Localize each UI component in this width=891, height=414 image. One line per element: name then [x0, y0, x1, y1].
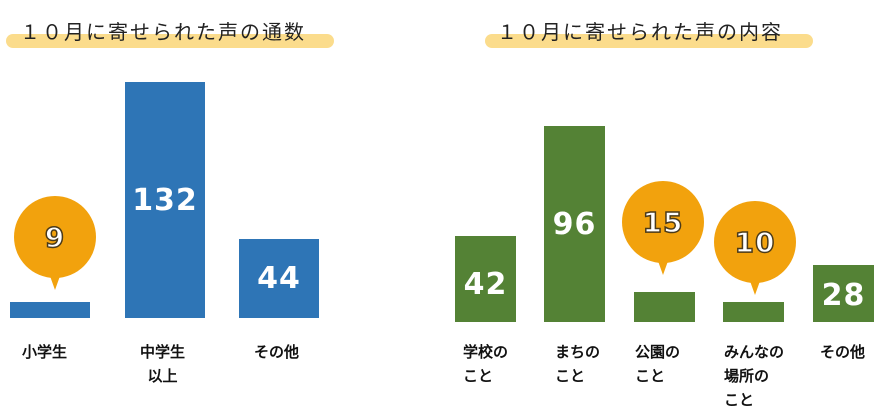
bar-park	[634, 292, 695, 322]
category-label: その他	[254, 343, 300, 361]
left-chart-title: １０月に寄せられた声の通数	[20, 20, 306, 44]
right-title-highlight	[485, 34, 813, 48]
value-bubble-elementary: 9	[14, 196, 96, 278]
bar-everyones-places	[723, 302, 784, 322]
category-label: 学校の こと	[463, 343, 509, 385]
right-chart: １０月に寄せられた声の内容 42 学校の こと 96 まちの こと 15 公園の…	[445, 0, 891, 414]
bubble-tail	[658, 261, 668, 275]
bar-value: 44	[257, 261, 301, 296]
bar-other-content: 28	[813, 265, 874, 322]
bar-value: 42	[463, 266, 508, 302]
left-title-highlight	[6, 34, 334, 48]
bar-other: 44	[239, 239, 319, 318]
category-label: みんなの 場所の こと	[724, 343, 785, 409]
bar-value-elementary: 9	[44, 220, 66, 255]
category-label: 公園の こと	[635, 343, 681, 385]
value-bubble-everyones-places: 10	[714, 201, 796, 283]
bar-value-everyones-places: 10	[734, 225, 776, 260]
bubble-tail	[50, 276, 60, 290]
category-label: まちの こと	[555, 343, 601, 385]
value-bubble-park: 15	[622, 181, 704, 263]
bar-value: 96	[552, 206, 597, 242]
bar-value: 132	[132, 182, 198, 218]
bar-town: 96	[544, 126, 605, 322]
bubble-tail	[750, 281, 760, 295]
bar-elementary	[10, 302, 90, 318]
bar-school: 42	[455, 236, 516, 322]
right-chart-title: １０月に寄せられた声の内容	[497, 20, 783, 44]
category-label: その他	[820, 343, 866, 361]
bar-junior-high-and-above: 132	[125, 82, 205, 318]
bar-value-park: 15	[642, 205, 684, 240]
bar-value: 28	[821, 278, 866, 313]
category-label: 中学生 以上	[140, 343, 186, 385]
left-chart: １０月に寄せられた声の通数 9 小学生 132 中学生 以上 44 その他	[0, 0, 445, 414]
category-label: 小学生	[22, 343, 68, 361]
